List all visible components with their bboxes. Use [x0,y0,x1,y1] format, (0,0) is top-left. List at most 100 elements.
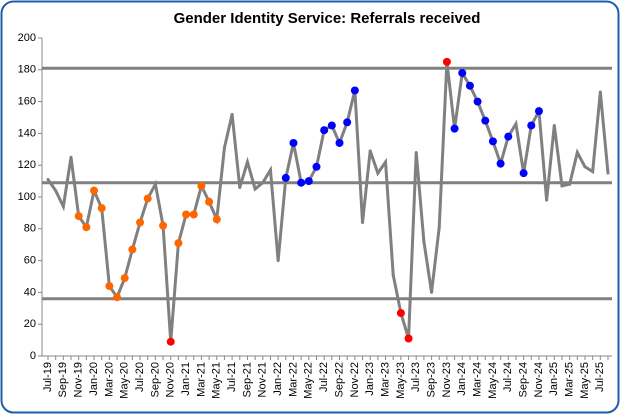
data-point [376,171,380,175]
x-tick-label: Nov-24 [533,362,545,397]
data-point [268,168,272,172]
highlight-point [97,204,106,213]
x-tick-label: Mar-25 [564,362,576,397]
data-point [368,149,372,153]
x-tick-label: Sep-20 [149,362,161,397]
data-point [153,182,157,186]
x-tick-label: Sep-19 [57,362,69,397]
highlight-point [404,334,413,343]
highlight-point [312,162,321,171]
highlight-point [113,293,122,302]
data-point [514,122,518,126]
x-tick-label: Nov-21 [257,362,269,397]
x-tick-label: Jan-25 [548,362,560,396]
y-tick-label: 100 [18,191,36,203]
data-point [46,178,50,182]
data-point [583,165,587,169]
x-tick-label: May-23 [395,362,407,399]
data-point [598,90,602,94]
data-point [422,240,426,244]
x-tick-label: May-22 [303,362,315,399]
x-tick-label: Jul-22 [318,362,330,392]
x-tick-label: Mar-20 [103,362,115,397]
highlight-point [450,124,459,133]
x-tick-label: Nov-19 [73,362,85,397]
data-point [591,170,595,174]
highlight-point [458,68,467,77]
data-point [261,181,265,185]
x-tick-label: Jul-20 [134,362,146,392]
x-tick-label: Nov-22 [349,362,361,397]
highlight-point [496,159,505,168]
highlight-point [105,282,114,291]
y-tick-label: 200 [18,32,36,44]
data-point [606,171,610,175]
data-point [245,160,249,164]
highlight-point [465,81,474,90]
x-tick-label: Jan-23 [364,362,376,396]
x-tick-label: Sep-22 [333,362,345,397]
data-point [552,123,556,127]
data-point [545,198,549,202]
highlight-point [166,337,175,346]
highlight-point [189,210,198,219]
y-tick-label: 180 [18,64,36,76]
x-tick-label: Jan-22 [272,362,284,396]
highlight-point [136,218,145,227]
x-tick-label: Nov-20 [165,362,177,397]
x-tick-label: Nov-23 [441,362,453,397]
x-tick-label: Mar-21 [195,362,207,397]
highlight-point [442,57,451,66]
data-point [238,185,242,189]
y-tick-label: 40 [24,286,36,298]
y-tick-label: 60 [24,255,36,267]
x-tick-label: May-25 [579,362,591,399]
highlight-point [159,221,168,230]
data-point [69,155,73,159]
highlight-point [304,177,313,186]
y-tick-label: 0 [30,350,36,362]
highlight-point [212,215,221,224]
y-tick-label: 160 [18,96,36,108]
y-tick-label: 20 [24,318,36,330]
highlight-point [327,121,336,130]
highlight-point [519,169,528,178]
data-point [437,225,441,229]
x-tick-label: Jul-23 [410,362,422,392]
highlight-point [281,173,290,182]
highlight-point [504,132,513,141]
x-tick-label: Mar-24 [471,362,483,397]
highlight-point [481,116,490,125]
x-tick-label: Sep-24 [518,362,530,397]
x-tick-label: Sep-23 [425,362,437,397]
data-point [361,220,365,224]
y-tick-label: 80 [24,223,36,235]
x-tick-label: Jul-21 [226,362,238,392]
highlight-point [120,274,129,283]
x-tick-label: Mar-23 [379,362,391,397]
x-tick-label: May-20 [119,362,131,399]
data-point [568,182,572,186]
highlight-point [82,223,91,232]
highlight-point [182,210,191,219]
data-point [230,112,234,116]
x-tick-label: Jan-20 [88,362,100,396]
data-point [253,187,257,191]
series-line [46,61,610,342]
highlight-point [320,126,329,135]
highlight-point [488,137,497,146]
highlight-point [335,138,344,147]
x-tick-label: Jul-19 [42,362,54,392]
data-point [430,290,434,294]
x-tick-label: Mar-22 [287,362,299,397]
x-tick-label: May-21 [211,362,223,399]
highlight-point [473,97,482,106]
highlight-point [197,181,206,190]
highlight-point [297,178,306,187]
highlight-point [534,107,543,116]
data-point [384,160,388,164]
chart-title: Gender Identity Service: Referrals recei… [174,10,481,27]
data-point [222,146,226,150]
highlight-point [343,118,352,127]
data-point [54,189,58,193]
